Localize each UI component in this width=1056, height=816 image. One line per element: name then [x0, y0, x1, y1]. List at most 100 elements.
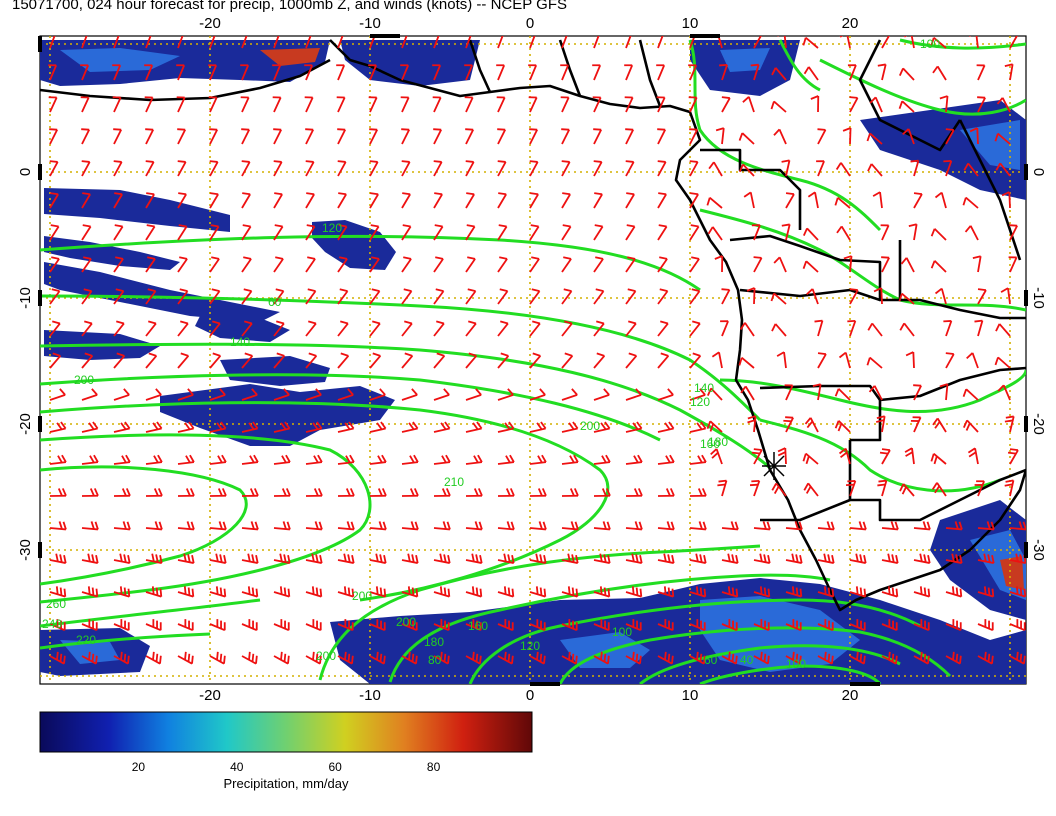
wind-barb-flag — [415, 655, 418, 664]
wind-barb-flag — [987, 554, 991, 563]
wind-barb-flag — [472, 651, 475, 660]
wind-barb-flag — [274, 192, 283, 196]
wind-barb-shaft — [401, 322, 413, 337]
wind-barb-shaft — [497, 226, 508, 241]
wind-barb-flag — [474, 521, 479, 530]
wind-barb-shaft — [145, 97, 154, 113]
wind-barb-flag — [148, 352, 157, 357]
wind-barb-shaft — [145, 193, 155, 209]
contour-line — [819, 58, 1026, 116]
wind-barb-flag — [930, 37, 935, 46]
wind-barb-flag — [59, 653, 63, 662]
wind-barb-flag — [991, 588, 995, 597]
wind-barb-flag — [987, 653, 991, 662]
wind-barb-flag — [287, 555, 291, 564]
wind-barb-shaft — [721, 480, 728, 497]
wind-barb-flag — [627, 256, 636, 260]
wind-barb-shaft — [433, 527, 451, 531]
wind-barb-flag — [746, 287, 755, 292]
wind-barb-flag — [511, 555, 515, 564]
wind-barb-shaft — [1008, 191, 1011, 209]
wind-barb-flag — [123, 554, 127, 563]
wind-barb-flag — [212, 320, 221, 325]
wind-barb-shaft — [561, 161, 571, 177]
wind-barb-flag — [379, 587, 383, 596]
country-border — [558, 39, 582, 97]
wind-barb-flag — [84, 352, 93, 357]
wind-barb-shaft — [241, 394, 258, 401]
wind-barb-flag — [511, 588, 515, 597]
wind-barb-flag — [55, 586, 59, 595]
wind-barb-flag — [151, 586, 155, 595]
wind-barb-shaft — [145, 129, 154, 145]
wind-barb-shaft — [945, 129, 955, 145]
wind-barb-flag — [708, 161, 715, 170]
wind-barb-flag — [1009, 224, 1018, 227]
wind-barb-flag — [868, 385, 876, 393]
wind-barb-shaft — [273, 527, 291, 531]
wind-barb-shaft — [465, 394, 482, 401]
wind-barb-flag — [211, 256, 220, 260]
wind-barb-flag — [531, 256, 540, 260]
wind-barb-shaft — [965, 196, 979, 209]
wind-barb-flag — [932, 417, 939, 426]
wind-barb-flag — [120, 651, 123, 660]
wind-barb-flag — [834, 388, 840, 397]
wind-barb-flag — [626, 192, 635, 196]
precip-area — [560, 632, 650, 668]
lon-tick-label: 0 — [526, 15, 534, 32]
wind-barb-flag — [1000, 287, 1009, 293]
wind-barb-flag — [881, 448, 891, 452]
wind-barb-flag — [636, 421, 643, 430]
wind-barb-shaft — [846, 36, 851, 49]
wind-barb-flag — [575, 588, 579, 597]
wind-barb-flag — [834, 420, 840, 429]
wind-barb-flag — [843, 255, 852, 260]
wind-barb-shaft — [177, 258, 188, 273]
wind-barb-shaft — [1009, 225, 1018, 241]
wind-barb-flag — [49, 160, 58, 163]
wind-barb-shaft — [561, 322, 573, 337]
wind-barb-flag — [445, 454, 451, 463]
wind-barb-shaft — [903, 322, 915, 337]
wind-barb-flag — [281, 455, 287, 464]
wind-barb-flag — [500, 352, 509, 357]
wind-barb-shaft — [977, 97, 986, 113]
wind-barb-shaft — [945, 527, 963, 531]
wind-barb-flag — [563, 288, 572, 293]
wind-barb-flag — [835, 162, 842, 171]
wind-barb-flag — [347, 388, 354, 396]
wind-barb-shaft — [113, 355, 126, 369]
wind-barb-shaft — [837, 388, 851, 401]
wind-barb-shaft — [49, 461, 66, 465]
wind-barb-flag — [920, 651, 923, 660]
wind-barb-shaft — [717, 36, 723, 49]
wind-barb-shaft — [774, 323, 787, 337]
wind-barb-shaft — [433, 36, 440, 49]
wind-barb-flag — [509, 454, 515, 463]
wind-barb-flag — [692, 320, 701, 325]
wind-barb-shaft — [113, 461, 130, 465]
contour-line — [40, 342, 772, 470]
wind-barb-flag — [369, 160, 378, 163]
wind-barb-flag — [905, 351, 914, 357]
wind-barb-flag — [338, 192, 347, 196]
wind-barb-flag — [1005, 479, 1014, 483]
contour-label: 100 — [786, 657, 806, 671]
contour-label: 220 — [76, 633, 96, 647]
wind-barb-flag — [61, 488, 67, 497]
wind-barb-flag — [187, 388, 194, 396]
wind-barb-flag — [505, 455, 511, 464]
wind-barb-flag — [408, 651, 411, 660]
wind-barb-flag — [157, 488, 163, 497]
wind-barb-flag — [439, 586, 443, 595]
wind-barb-shaft — [945, 353, 955, 369]
wind-barb-flag — [1022, 521, 1026, 530]
wind-barb-flag — [57, 455, 63, 464]
wind-barb-shaft — [881, 36, 890, 49]
wind-barb-shaft — [945, 320, 953, 337]
wind-barb-flag — [562, 224, 571, 228]
wind-barb-flag — [568, 651, 571, 660]
wind-barb-shaft — [305, 527, 323, 531]
wind-barb-flag — [410, 521, 415, 530]
